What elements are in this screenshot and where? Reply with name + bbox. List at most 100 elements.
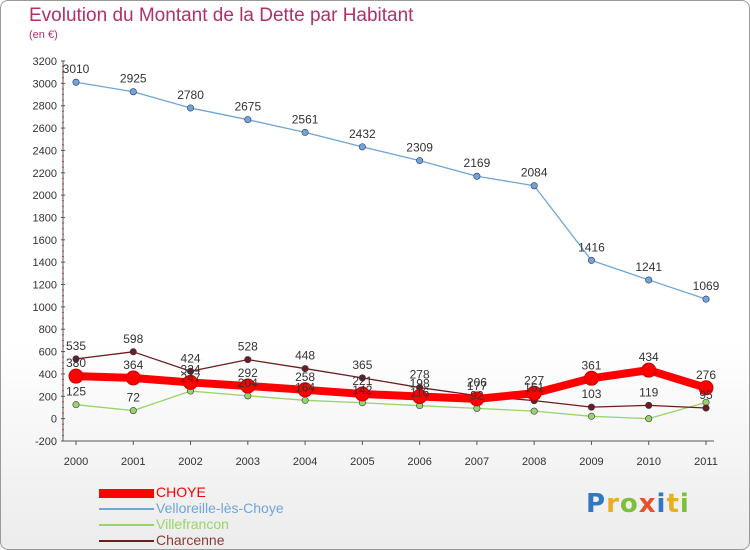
data-point bbox=[473, 172, 481, 180]
data-point bbox=[301, 365, 309, 373]
data-point bbox=[72, 78, 80, 86]
data-point bbox=[587, 403, 595, 411]
data-label: 2309 bbox=[406, 141, 433, 155]
data-point bbox=[641, 362, 657, 378]
data-label: 2925 bbox=[120, 72, 147, 86]
x-tick-label: 2000 bbox=[64, 456, 88, 468]
unit-label: (en €) bbox=[29, 29, 58, 41]
data-point bbox=[583, 370, 599, 386]
y-tick-label: -200 bbox=[35, 436, 57, 448]
data-label: 95 bbox=[699, 388, 713, 402]
data-point bbox=[68, 368, 84, 384]
y-tick-label: 1000 bbox=[33, 302, 57, 314]
data-point bbox=[125, 370, 141, 386]
series-line-velloreille-l-s-choye bbox=[75, 81, 707, 300]
data-point bbox=[187, 104, 195, 112]
data-label: 2561 bbox=[292, 112, 319, 126]
y-tick-label: 1400 bbox=[33, 257, 57, 269]
data-point bbox=[240, 378, 256, 394]
data-label: 258 bbox=[295, 370, 315, 384]
data-label: 116 bbox=[410, 386, 429, 400]
data-point bbox=[72, 355, 80, 363]
data-label: 103 bbox=[581, 387, 601, 401]
data-label: 292 bbox=[238, 366, 258, 380]
x-tick-label: 2003 bbox=[236, 456, 260, 468]
data-label: 198 bbox=[410, 377, 430, 391]
data-point bbox=[702, 404, 710, 412]
data-label: 92 bbox=[470, 388, 484, 402]
data-point bbox=[645, 401, 653, 409]
data-label: 324 bbox=[181, 362, 201, 376]
data-label: 424 bbox=[181, 351, 201, 365]
x-tick-label: 2009 bbox=[579, 456, 603, 468]
data-point bbox=[530, 182, 538, 190]
data-label: 204 bbox=[238, 376, 258, 390]
data-label: 2084 bbox=[521, 166, 548, 180]
data-label: 161 bbox=[524, 381, 544, 395]
legend-label: Velloreille-lès-Choye bbox=[156, 500, 284, 516]
x-tick-label: 2007 bbox=[465, 456, 489, 468]
data-point bbox=[587, 256, 595, 264]
data-point bbox=[469, 391, 485, 407]
legend-swatch bbox=[99, 488, 154, 498]
data-label: 278 bbox=[410, 368, 430, 382]
x-tick-label: 2004 bbox=[293, 456, 317, 468]
y-tick-label: 2200 bbox=[33, 168, 57, 180]
data-point bbox=[301, 128, 309, 136]
data-label: 448 bbox=[295, 349, 315, 363]
legend-label: Villefrancon bbox=[156, 516, 229, 532]
y-tick-label: 800 bbox=[39, 324, 57, 336]
x-tick-label: 2010 bbox=[636, 456, 660, 468]
data-label: 598 bbox=[123, 332, 143, 346]
y-tick-label: 3200 bbox=[33, 56, 57, 68]
data-point bbox=[244, 116, 252, 124]
series-line-choye bbox=[72, 366, 710, 403]
legend-swatch bbox=[99, 524, 154, 526]
data-point bbox=[587, 412, 595, 420]
x-tick-label: 2002 bbox=[178, 456, 202, 468]
data-label: 142 bbox=[352, 383, 372, 397]
data-point bbox=[702, 295, 710, 303]
series-line-charcenne bbox=[75, 351, 707, 409]
chart-title: Evolution du Montant de la Dette par Hab… bbox=[29, 5, 414, 26]
y-tick-label: 600 bbox=[39, 347, 57, 359]
data-point bbox=[244, 392, 252, 400]
data-point bbox=[354, 386, 370, 402]
data-label: 247 bbox=[181, 371, 201, 385]
data-label: 125 bbox=[66, 385, 86, 399]
y-tick-label: 3000 bbox=[33, 78, 57, 90]
x-tick-label: 2005 bbox=[350, 456, 374, 468]
data-point bbox=[183, 374, 199, 390]
data-label: 276 bbox=[696, 368, 716, 382]
legend-item: Villefrancon bbox=[99, 516, 359, 533]
data-point bbox=[129, 407, 137, 415]
data-point bbox=[187, 367, 195, 375]
y-tick-label: 2600 bbox=[33, 123, 57, 135]
proxiti-logo: Proxiti bbox=[586, 489, 690, 519]
x-tick-label: 2001 bbox=[121, 456, 145, 468]
data-label: 177 bbox=[467, 379, 487, 393]
y-tick-label: 1800 bbox=[33, 212, 57, 224]
data-label: 164 bbox=[295, 380, 315, 394]
data-label: 3010 bbox=[63, 62, 90, 76]
data-label: 361 bbox=[581, 358, 601, 372]
data-label: 364 bbox=[123, 358, 143, 372]
y-tick-label: 400 bbox=[39, 369, 57, 381]
data-point bbox=[301, 396, 309, 404]
data-label: 535 bbox=[66, 339, 86, 353]
y-tick-label: 2000 bbox=[33, 190, 57, 202]
data-point bbox=[244, 356, 252, 364]
legend-swatch bbox=[99, 540, 154, 542]
x-tick-label: 2008 bbox=[522, 456, 546, 468]
data-label: 72 bbox=[127, 391, 141, 405]
data-label: 221 bbox=[352, 374, 372, 388]
legend-item: Velloreille-lès-Choye bbox=[99, 500, 359, 517]
data-label: 365 bbox=[352, 358, 372, 372]
data-label: 434 bbox=[639, 350, 659, 364]
legend-item: Charcenne bbox=[99, 532, 359, 549]
data-point bbox=[297, 382, 313, 398]
data-label: 1416 bbox=[578, 240, 605, 254]
legend-label: Charcenne bbox=[156, 532, 225, 548]
data-label: 227 bbox=[524, 373, 544, 387]
